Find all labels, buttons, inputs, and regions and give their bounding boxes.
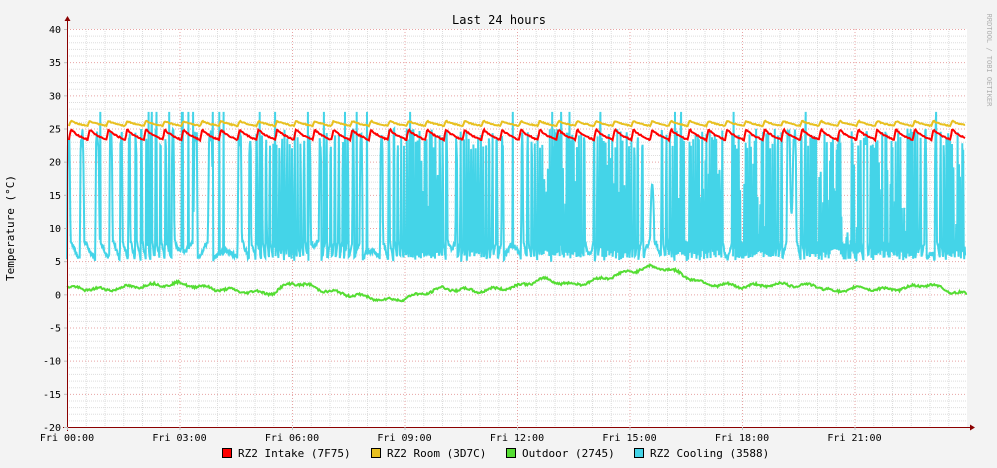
x-axis-arrow <box>970 424 975 431</box>
y-tick-label: 25 <box>49 125 61 136</box>
series-line-0 <box>67 127 966 143</box>
series-layer <box>66 111 968 303</box>
chart-title: Last 24 hours <box>452 13 546 27</box>
legend-swatch-1 <box>371 448 381 458</box>
y-tick-label: -15 <box>43 390 61 401</box>
y-tick-label: 40 <box>49 25 61 36</box>
legend-label-3: RZ2 Cooling (3588) <box>650 447 769 460</box>
legend-swatch-3 <box>634 448 644 458</box>
y-axis-arrow <box>64 16 71 21</box>
x-tick-label: Fri 03:00 <box>152 433 206 444</box>
y-tick-label: 10 <box>49 224 61 235</box>
legend: RZ2 Intake (7F75) RZ2 Room (3D7C) Outdoor … <box>222 447 769 460</box>
x-tick-label: Fri 18:00 <box>715 433 769 444</box>
legend-swatch-0 <box>222 448 232 458</box>
axes <box>63 16 975 431</box>
legend-swatch-2 <box>506 448 516 458</box>
legend-label-2: Outdoor (2745) <box>522 447 615 460</box>
y-axis-label: Temperature (°C) <box>4 175 17 281</box>
x-tick-label: Fri 00:00 <box>40 433 94 444</box>
y-tick-label: 15 <box>49 191 61 202</box>
y-tick-label: 0 <box>55 290 61 301</box>
rrdtool-watermark: RRDTOOL / TOBI OETIKER <box>985 14 993 108</box>
x-tick-label: Fri 15:00 <box>602 433 656 444</box>
x-tick-label: Fri 21:00 <box>827 433 881 444</box>
y-tick-label: 35 <box>49 58 61 69</box>
y-tick-label: -20 <box>43 423 61 434</box>
y-tick-label: 30 <box>49 91 61 102</box>
y-tick-label: -5 <box>49 324 61 335</box>
x-tick-label: Fri 09:00 <box>377 433 431 444</box>
legend-label-1: RZ2 Room (3D7C) <box>387 447 486 460</box>
series-line-2 <box>66 263 968 303</box>
y-tick-label: 5 <box>55 257 61 268</box>
x-tick-label: Fri 12:00 <box>490 433 544 444</box>
series-line-1 <box>67 119 966 128</box>
y-tick-label: 20 <box>49 158 61 169</box>
series-line-3 <box>66 111 967 263</box>
y-tick-labels: -20 -15 -10 -5 0 5 10 15 20 25 30 35 40 <box>43 25 67 434</box>
x-tick-label: Fri 06:00 <box>265 433 319 444</box>
legend-label-0: RZ2 Intake (7F75) <box>238 447 351 460</box>
y-tick-label: -10 <box>43 357 61 368</box>
major-grid <box>67 29 967 428</box>
x-tick-labels: Fri 00:00 Fri 03:00 Fri 06:00 Fri 09:00 Fri … <box>40 427 882 444</box>
